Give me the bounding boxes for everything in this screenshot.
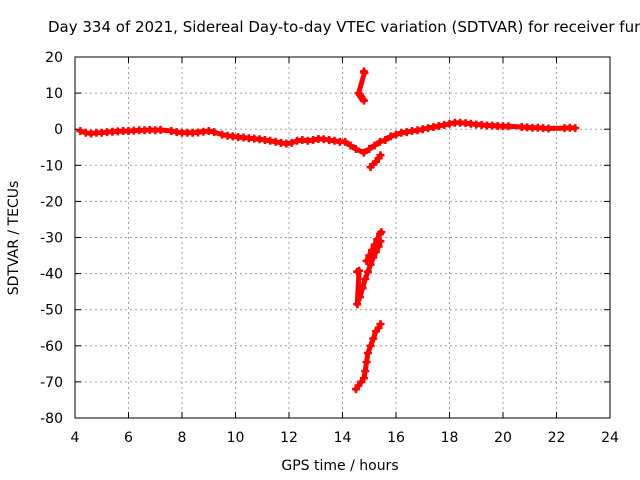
x-tick-label: 8	[178, 430, 187, 446]
data-point	[355, 266, 364, 275]
y-tick-label: -30	[40, 231, 63, 247]
y-tick-label: 0	[54, 122, 63, 138]
y-tick-label: -20	[40, 194, 63, 210]
data-point	[381, 136, 390, 145]
data-point	[156, 125, 165, 134]
data-point	[355, 293, 364, 302]
x-tick-label: 20	[494, 430, 512, 446]
data-point	[76, 127, 85, 136]
y-tick-label: -80	[40, 411, 63, 427]
data-point	[376, 237, 385, 246]
data-point	[358, 284, 367, 293]
data-point	[376, 151, 385, 160]
y-tick-label: -70	[40, 375, 63, 391]
series-descending-spike-b	[353, 237, 385, 309]
data-point	[351, 145, 360, 154]
series-descending-spike-c	[351, 320, 385, 394]
series-descending-spike-a	[362, 228, 386, 265]
data-point	[571, 124, 580, 133]
x-tick-label: 12	[280, 430, 298, 446]
data-point	[341, 137, 350, 146]
y-axis-ticks: -80 -70 -60 -50 -40 -30 -20 -10 0 10 20	[40, 50, 610, 427]
data-point	[361, 367, 370, 376]
series-sdtvar-baseline	[76, 118, 580, 157]
x-tick-label: 18	[441, 430, 459, 446]
x-tick-label: 10	[227, 430, 245, 446]
data-point	[361, 275, 370, 284]
x-tick-label: 14	[334, 430, 352, 446]
data-point	[375, 137, 384, 146]
data-point	[544, 124, 553, 133]
data-point	[369, 253, 378, 262]
data-point	[377, 228, 386, 237]
data-point	[287, 138, 296, 147]
data-point	[210, 128, 219, 137]
x-tick-label: 4	[71, 430, 80, 446]
x-axis-label: GPS time / hours	[281, 458, 398, 474]
x-tick-label: 16	[387, 430, 405, 446]
grid	[75, 57, 610, 418]
data-point	[359, 148, 368, 157]
data-point	[363, 267, 372, 276]
data-point	[362, 358, 371, 367]
y-tick-label: -10	[40, 158, 63, 174]
data-series	[76, 67, 580, 394]
chart-title: Day 334 of 2021, Sidereal Day-to-day VTE…	[48, 18, 640, 36]
data-point	[365, 145, 374, 154]
data-point	[360, 68, 369, 77]
x-tick-label: 6	[124, 430, 133, 446]
data-point	[374, 242, 383, 251]
data-point	[366, 260, 375, 269]
data-point	[346, 141, 355, 150]
x-tick-label: 24	[601, 430, 619, 446]
data-point	[363, 349, 372, 358]
data-point	[353, 300, 362, 309]
data-point	[504, 122, 513, 131]
y-tick-label: -60	[40, 339, 63, 355]
y-tick-label: 10	[45, 86, 63, 102]
data-point	[366, 341, 375, 350]
data-point	[370, 141, 379, 150]
x-axis-ticks: 4 6 8 10 12 14 16 18 20 22 24	[71, 57, 619, 446]
data-point	[371, 247, 380, 256]
data-point	[386, 132, 395, 141]
data-point	[359, 374, 368, 383]
data-point	[376, 320, 385, 329]
y-tick-label: 20	[45, 50, 63, 66]
x-tick-label: 22	[548, 430, 566, 446]
data-point	[369, 334, 378, 343]
series-short-negative-segment	[366, 151, 385, 172]
data-point	[359, 96, 368, 105]
data-point	[362, 256, 371, 265]
y-tick-label: -50	[40, 303, 63, 319]
y-axis-label: SDTVAR / TECUs	[6, 181, 22, 296]
series-upper-spike	[354, 67, 369, 105]
data-point	[392, 130, 400, 139]
y-tick-label: -40	[40, 267, 63, 283]
